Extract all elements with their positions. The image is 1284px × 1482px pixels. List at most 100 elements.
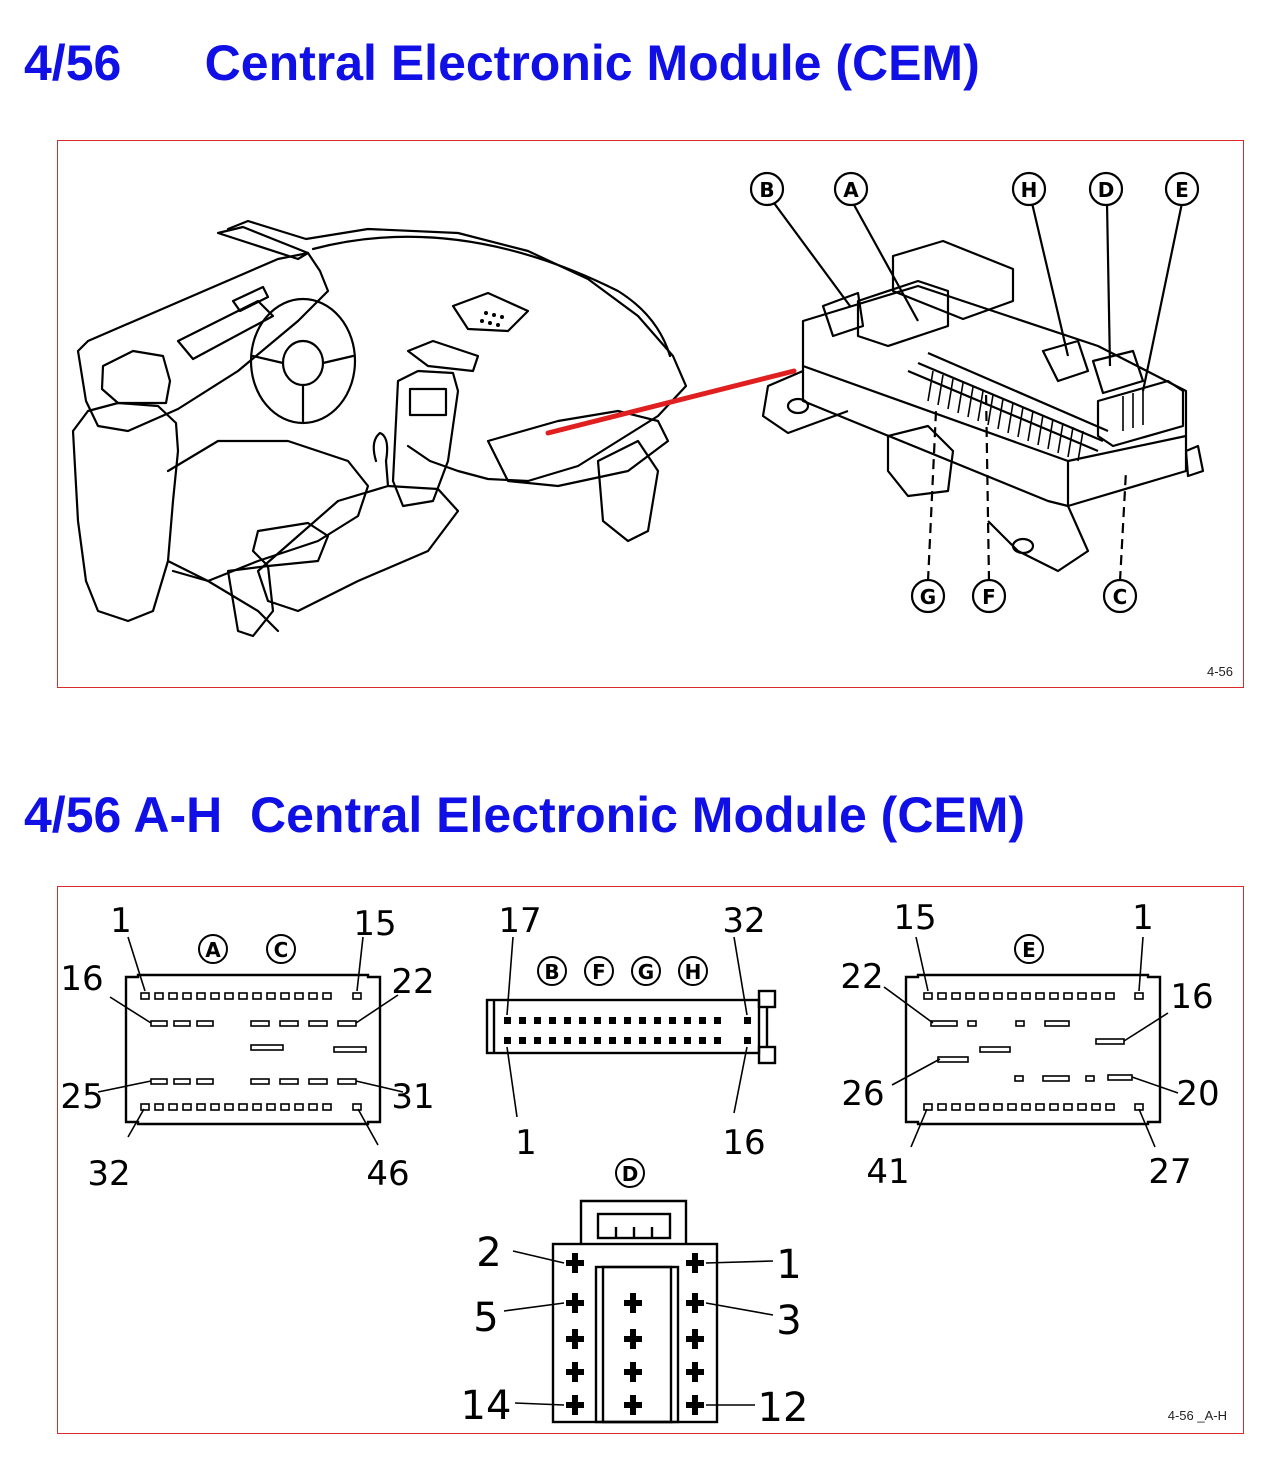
cem-relay-block	[891, 239, 1015, 321]
leader-c	[1118, 470, 1128, 582]
connector-d-pins	[566, 1253, 704, 1415]
connector-a-housing	[856, 279, 950, 348]
seat-cushion	[166, 439, 370, 583]
steering-spokes	[251, 354, 355, 423]
pin-bfgh-bl: 1	[515, 1123, 537, 1163]
center-vent	[406, 339, 480, 373]
door-panel	[76, 251, 330, 433]
windshield-cowl	[216, 225, 310, 261]
leader-a	[852, 202, 919, 322]
connector-e	[904, 973, 1162, 1126]
connector-ac	[124, 973, 382, 1126]
badge-g: G	[638, 960, 654, 984]
pin-e-br: 27	[1148, 1152, 1191, 1192]
leader-h	[1030, 202, 1070, 357]
dashboard-top-edge	[311, 235, 672, 358]
cem-location-figure: B A H D E G F C 4-56	[57, 140, 1244, 688]
pin-e-bl: 41	[866, 1152, 909, 1192]
pin-ac-tl: 1	[110, 901, 132, 941]
armrest-box	[251, 521, 330, 568]
connector-d-leaders	[503, 1250, 774, 1406]
cem-mount-bottom	[987, 505, 1090, 573]
console-rear	[226, 564, 275, 638]
speaker-grille	[451, 291, 530, 333]
callout-a: A	[843, 178, 859, 202]
radio-display	[408, 387, 448, 417]
cem-pinout-drawing: 1 15 16 22 25 31 32 46 A C	[60, 898, 1219, 1431]
door-armrest	[176, 299, 275, 361]
pin-ac-br: 46	[366, 1154, 409, 1194]
callout-f: F	[982, 585, 996, 609]
connector-e-pins	[923, 992, 1144, 1111]
callout-d: D	[1098, 178, 1115, 202]
pin-e-tl: 15	[893, 898, 936, 938]
pin-d-r3: 12	[758, 1385, 809, 1431]
cem-side-plug	[1184, 444, 1205, 478]
connector-ac-pins	[140, 992, 367, 1111]
gear-lever	[372, 431, 390, 488]
pin-ac-l3: 25	[60, 1077, 103, 1117]
badge-d: D	[622, 1162, 639, 1186]
pin-e-tr: 1	[1132, 898, 1154, 938]
pin-bfgh-tr: 32	[722, 901, 765, 941]
pin-e-r3: 20	[1176, 1074, 1219, 1114]
callout-c: C	[1113, 585, 1128, 609]
connector-b-housing	[821, 291, 865, 338]
pin-ac-r2: 22	[391, 962, 434, 1002]
connector-d-housing	[1091, 349, 1145, 395]
pin-d-r2: 3	[776, 1298, 801, 1344]
cem-location-drawing: B A H D E G F C	[71, 171, 1205, 638]
badge-h: H	[685, 960, 702, 984]
connector-e-housing	[1096, 379, 1185, 448]
callout-h: H	[1021, 178, 1038, 202]
connector-ac-leaders	[97, 936, 404, 1146]
figure-label-pinouts: 4-56 _A-H	[1167, 1408, 1227, 1423]
badge-b: B	[544, 960, 559, 984]
leader-e	[1141, 202, 1184, 392]
pin-ac-l2: 16	[60, 959, 103, 999]
seat-side	[166, 559, 280, 633]
cem-pinout-figure: 1 15 16 22 25 31 32 46 A C	[57, 886, 1244, 1434]
badge-f: F	[592, 960, 606, 984]
steering-wheel	[249, 297, 357, 425]
pin-d-r1: 1	[776, 1242, 801, 1288]
dashboard-outline	[226, 219, 688, 483]
callout-b: B	[759, 178, 774, 202]
badge-e: E	[1022, 938, 1036, 962]
seat-backrest	[71, 401, 180, 623]
center-stack	[391, 369, 460, 508]
cem-mount-left	[761, 369, 849, 435]
connector-bfgh-pins	[504, 1017, 751, 1044]
leader-d	[1105, 202, 1112, 367]
pin-ac-r3: 31	[391, 1077, 434, 1117]
passenger-footwell	[596, 439, 660, 543]
callout-g: G	[920, 585, 936, 609]
pin-e-l3: 26	[841, 1074, 884, 1114]
leader-b	[773, 202, 851, 307]
center-console	[256, 484, 460, 613]
pin-d-l3: 14	[461, 1383, 512, 1429]
connector-d	[551, 1199, 719, 1424]
glovebox	[486, 409, 670, 488]
pin-e-r2: 16	[1170, 977, 1213, 1017]
steering-hub	[281, 339, 325, 387]
pin-d-l1: 2	[476, 1230, 501, 1276]
seat-headrest	[100, 349, 172, 405]
door-handle	[231, 285, 270, 313]
pin-bfgh-br: 16	[722, 1123, 765, 1163]
connector-bfgh	[485, 989, 777, 1065]
figure-label-overview: 4-56	[1206, 664, 1233, 679]
leader-g	[926, 410, 938, 582]
connector-e-leaders	[883, 936, 1179, 1148]
connector-bfgh-leaders	[506, 936, 748, 1118]
badge-c: C	[274, 938, 289, 962]
pin-d-l2: 5	[473, 1295, 498, 1341]
pin-e-l2: 22	[840, 957, 883, 997]
pin-ac-tr: 15	[353, 904, 396, 944]
connector-ac-badges	[198, 934, 296, 964]
cem-mount-hole-left	[786, 397, 810, 415]
cem-location-pointer	[545, 368, 797, 436]
badge-a: A	[205, 938, 221, 962]
page-title-cem-pinouts: 4/56 A-H Central Electronic Module (CEM)	[24, 787, 1026, 843]
callout-e: E	[1175, 178, 1189, 202]
